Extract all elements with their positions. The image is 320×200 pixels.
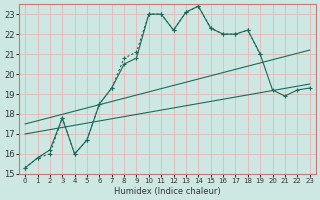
X-axis label: Humidex (Indice chaleur): Humidex (Indice chaleur) <box>114 187 221 196</box>
